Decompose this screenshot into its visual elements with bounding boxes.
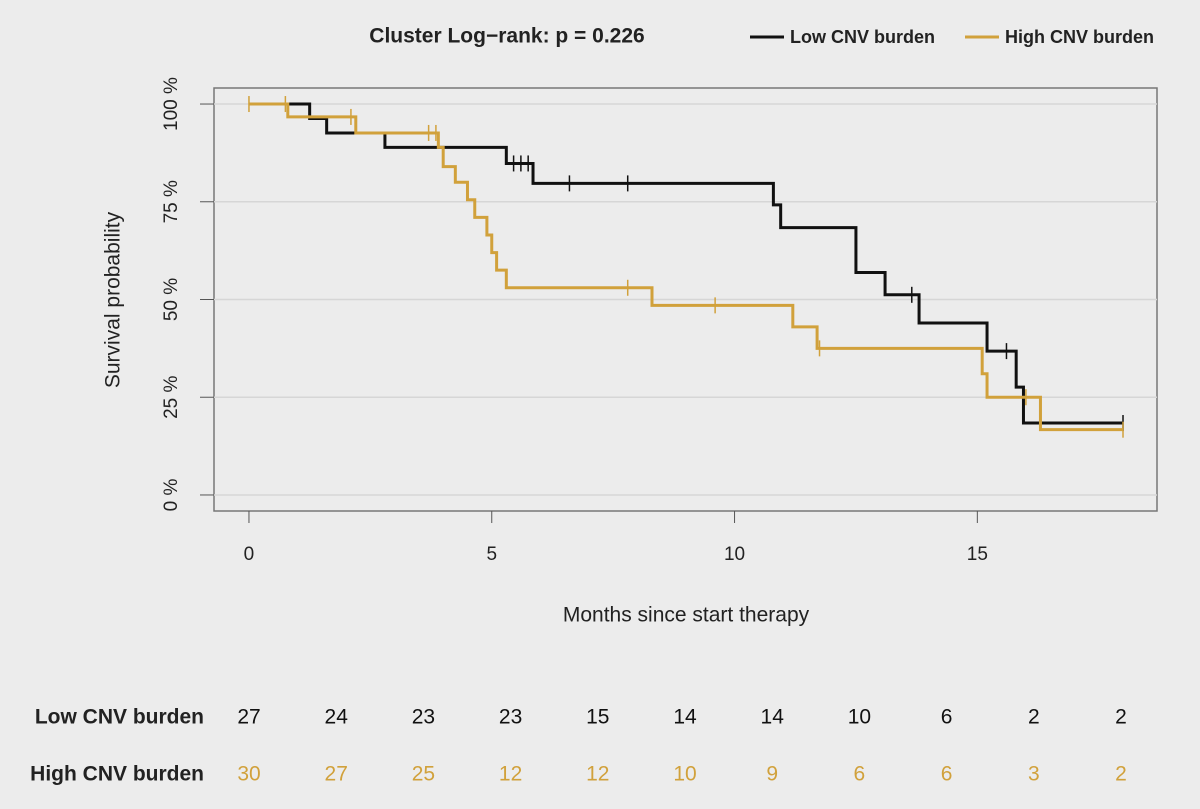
y-axis-label: Survival probability <box>102 211 125 388</box>
risk-count: 23 <box>499 706 522 729</box>
risk-count: 6 <box>941 706 953 729</box>
risk-count: 12 <box>586 763 609 786</box>
y-tick-label: 75 % <box>161 180 182 223</box>
legend-label: Low CNV burden <box>790 27 935 47</box>
risk-count: 2 <box>1115 763 1127 786</box>
risk-count: 14 <box>761 706 785 729</box>
risk-count: 23 <box>412 706 435 729</box>
risk-count: 2 <box>1028 706 1040 729</box>
risk-count: 15 <box>586 706 609 729</box>
risk-count: 14 <box>673 706 697 729</box>
risk-count: 10 <box>848 706 871 729</box>
risk-row-label: Low CNV burden <box>35 706 204 729</box>
risk-count: 9 <box>766 763 778 786</box>
y-tick-label: 25 % <box>161 375 182 418</box>
y-tick-label: 0 % <box>161 479 182 512</box>
risk-count: 10 <box>673 763 696 786</box>
risk-count: 25 <box>412 763 435 786</box>
y-tick-label: 100 % <box>161 77 182 131</box>
risk-count: 12 <box>499 763 522 786</box>
risk-count: 6 <box>854 763 866 786</box>
risk-count: 6 <box>941 763 953 786</box>
risk-count: 27 <box>325 763 348 786</box>
survival-curve <box>248 102 1124 432</box>
survival-curve <box>248 102 1124 425</box>
risk-count: 2 <box>1115 706 1127 729</box>
x-tick-label: 10 <box>724 544 745 565</box>
risk-count: 24 <box>325 706 349 729</box>
chart-title: Cluster Log−rank: p = 0.226 <box>369 25 644 48</box>
x-tick-label: 0 <box>244 544 255 565</box>
x-tick-label: 5 <box>486 544 497 565</box>
x-axis-label: Months since start therapy <box>563 604 810 627</box>
y-tick-label: 50 % <box>161 278 182 321</box>
risk-count: 30 <box>237 763 260 786</box>
x-tick-label: 15 <box>967 544 988 565</box>
risk-count: 3 <box>1028 763 1040 786</box>
legend-label: High CNV burden <box>1005 27 1154 47</box>
risk-count: 27 <box>237 706 260 729</box>
risk-row-label: High CNV burden <box>30 763 204 786</box>
